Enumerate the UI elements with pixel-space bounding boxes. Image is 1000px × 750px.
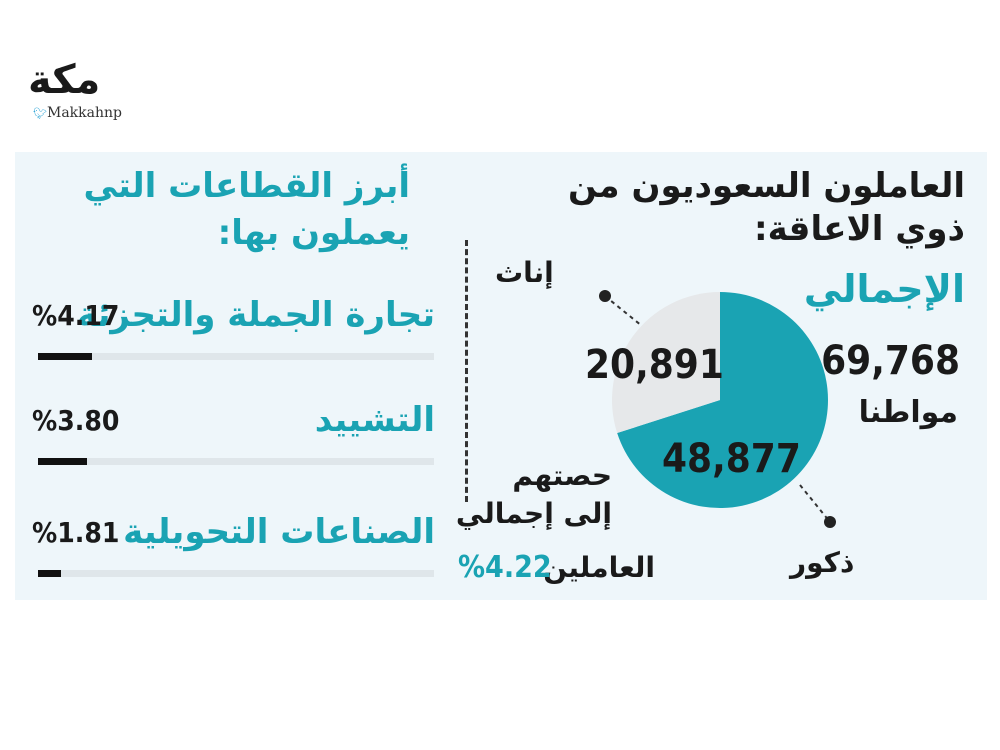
sector-bar xyxy=(38,353,92,360)
logo-handle: 🐦︎Makkahnp xyxy=(33,105,122,121)
sector-bar xyxy=(38,458,87,465)
sector-bar-track xyxy=(38,353,434,360)
pie-slice-female xyxy=(612,292,720,434)
twitter-bird-icon: 🐦︎ xyxy=(33,107,47,120)
male-leader-dot xyxy=(824,516,836,528)
share-line3: العاملين xyxy=(543,551,655,584)
share-line1: حصتهم xyxy=(512,459,612,492)
right-title-line1: العاملون السعوديون من xyxy=(567,166,965,206)
total-unit: مواطنا xyxy=(858,395,958,430)
female-leader-line xyxy=(604,295,643,327)
sector-percent: %3.80 xyxy=(32,404,120,437)
sector-label: التشييد xyxy=(314,400,435,440)
share-value: %4.22 xyxy=(458,550,552,585)
share-line2: إلى إجمالي xyxy=(455,497,612,530)
female-value: 20,891 xyxy=(585,342,724,388)
right-title-line2: ذوي الاعاقة: xyxy=(753,209,965,249)
pie-slice-male xyxy=(617,292,828,508)
sector-bar xyxy=(38,570,61,577)
sector-label: الصناعات التحويلية xyxy=(123,512,435,552)
sector-percent: %1.81 xyxy=(32,516,120,549)
female-leader-dot xyxy=(599,290,611,302)
male-label: ذكور xyxy=(790,546,855,579)
sector-percent: %4.17 xyxy=(32,299,120,332)
female-label: إناث xyxy=(495,256,554,289)
gender-pie-chart xyxy=(599,290,836,528)
sector-label: تجارة الجملة والتجزئة xyxy=(76,295,435,335)
left-title-line1: أبرز القطاعات التي xyxy=(83,166,410,206)
sector-bar-track xyxy=(38,570,434,577)
logo-handle-text: Makkahnp xyxy=(47,105,122,121)
total-label: الإجمالي xyxy=(803,267,965,311)
male-leader-line xyxy=(799,484,831,523)
logo-wordmark: مكة xyxy=(28,57,102,103)
total-value: 69,768 xyxy=(821,338,960,384)
dashed-divider xyxy=(465,240,468,502)
sector-bar-track xyxy=(38,458,434,465)
male-value: 48,877 xyxy=(662,436,801,482)
left-title-line2: يعملون بها: xyxy=(217,213,410,253)
